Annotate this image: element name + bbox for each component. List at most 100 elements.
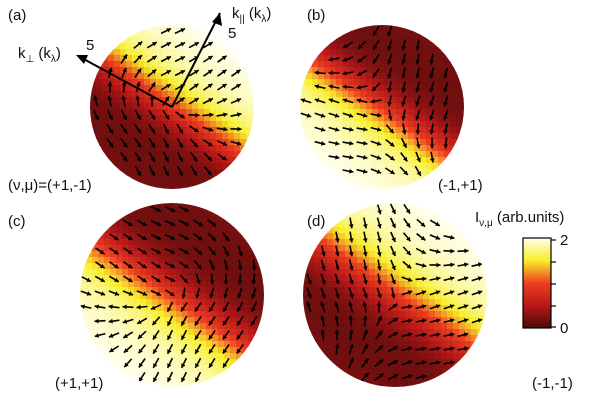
intensity-cell: [140, 323, 147, 330]
intensity-cell: [104, 359, 111, 366]
intensity-cell: [174, 181, 181, 188]
intensity-cell: [140, 203, 147, 210]
intensity-cell: [176, 233, 183, 240]
intensity-cell: [432, 73, 439, 80]
intensity-cell: [405, 287, 412, 294]
intensity-cell: [330, 79, 337, 86]
intensity-cell: [254, 311, 261, 318]
intensity-cell: [441, 281, 448, 288]
polarization-arrowhead: [211, 236, 216, 241]
intensity-cell: [218, 233, 225, 240]
intensity-cell: [188, 251, 195, 258]
polarization-arrowhead: [197, 235, 203, 241]
intensity-cell: [462, 121, 464, 128]
intensity-cell: [222, 139, 229, 146]
intensity-cell: [345, 371, 352, 378]
intensity-cell: [102, 115, 109, 122]
polarization-arrowhead: [184, 221, 189, 226]
intensity-cell: [176, 275, 183, 282]
intensity-cell: [324, 157, 331, 164]
intensity-cell: [152, 203, 159, 210]
intensity-cell: [453, 299, 460, 306]
intensity-cell: [138, 133, 145, 140]
intensity-cell: [372, 67, 379, 74]
intensity-cell: [128, 251, 135, 258]
intensity-cell: [186, 37, 193, 44]
polarization-arrowhead: [408, 304, 413, 310]
intensity-cell: [387, 263, 394, 270]
intensity-cell: [110, 293, 117, 300]
intensity-cell: [339, 233, 346, 240]
intensity-cell: [402, 73, 409, 80]
intensity-cell: [429, 371, 436, 378]
intensity-cell: [366, 169, 373, 176]
intensity-cell: [162, 49, 169, 56]
intensity-cell: [405, 215, 412, 222]
intensity-cell: [230, 269, 237, 276]
intensity-cell: [206, 239, 213, 246]
intensity-cell: [182, 245, 189, 252]
intensity-cell: [366, 163, 373, 170]
polarization-arrowhead: [378, 330, 383, 336]
intensity-cell: [96, 109, 103, 116]
intensity-cell: [435, 239, 442, 246]
intensity-cell: [92, 341, 99, 348]
intensity-cell: [366, 49, 373, 56]
polarization-arrowhead: [166, 70, 171, 75]
intensity-cell: [402, 97, 409, 104]
intensity-cell: [212, 215, 219, 222]
intensity-cell: [164, 365, 171, 372]
intensity-cell: [230, 305, 237, 312]
intensity-cell: [345, 299, 352, 306]
intensity-cell: [254, 281, 261, 288]
intensity-cell: [405, 269, 412, 276]
intensity-cell: [116, 329, 123, 336]
intensity-cell: [432, 55, 439, 62]
intensity-cell: [126, 91, 133, 98]
polarization-arrowhead: [136, 68, 142, 74]
intensity-cell: [146, 215, 153, 222]
intensity-cell: [176, 383, 183, 387]
intensity-cell: [146, 233, 153, 240]
intensity-cell: [240, 115, 247, 122]
intensity-cell: [174, 151, 181, 158]
polarization-arrowhead: [151, 305, 156, 310]
intensity-cell: [345, 335, 352, 342]
polarization-arrowhead: [194, 306, 200, 312]
intensity-cell: [212, 305, 219, 312]
polarization-arrowhead: [449, 304, 455, 309]
intensity-cell: [483, 317, 487, 324]
intensity-cell: [200, 359, 207, 366]
intensity-cell: [441, 371, 448, 378]
intensity-cell: [126, 175, 133, 182]
polarization-arrowhead: [377, 252, 382, 257]
intensity-cell: [321, 269, 328, 276]
intensity-cell: [188, 269, 195, 276]
intensity-cell: [116, 323, 123, 330]
intensity-cell: [198, 169, 205, 176]
intensity-cell: [456, 97, 463, 104]
intensity-cell: [120, 127, 127, 134]
polarization-arrowhead: [223, 112, 228, 118]
intensity-cell: [188, 215, 195, 222]
intensity-cell: [116, 347, 123, 354]
intensity-cell: [414, 37, 421, 44]
intensity-cell: [423, 203, 430, 210]
intensity-cell: [80, 299, 87, 306]
intensity-cell: [324, 121, 331, 128]
intensity-cell: [387, 269, 394, 276]
intensity-cell: [381, 317, 388, 324]
intensity-cell: [92, 347, 99, 354]
intensity-cell: [348, 181, 355, 188]
intensity-cell: [354, 127, 361, 134]
intensity-cell: [327, 275, 334, 282]
polarization-arrowhead: [320, 315, 325, 321]
intensity-cell: [80, 257, 87, 264]
intensity-cell: [156, 49, 163, 56]
intensity-cell: [477, 293, 484, 300]
intensity-cell: [248, 257, 255, 264]
intensity-cell: [176, 353, 183, 360]
intensity-cell: [381, 287, 388, 294]
intensity-cell: [152, 251, 159, 258]
intensity-cell: [218, 293, 225, 300]
